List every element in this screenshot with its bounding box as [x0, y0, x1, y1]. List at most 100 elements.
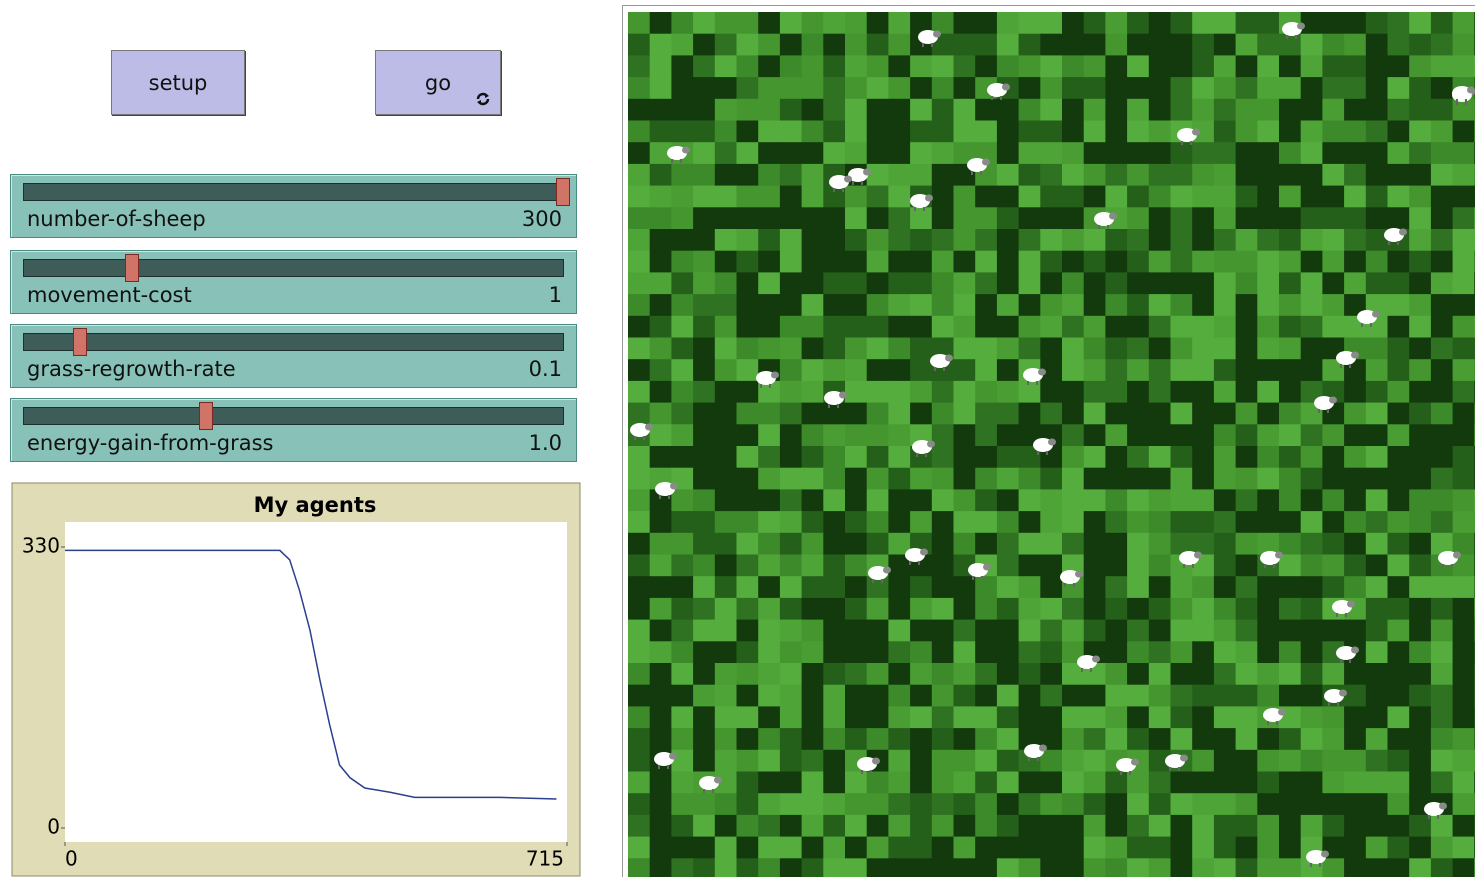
patch [932, 489, 954, 511]
patch [932, 55, 954, 77]
patch [845, 533, 867, 555]
patch [997, 641, 1019, 663]
sheep-head [933, 31, 941, 38]
patch [932, 468, 954, 490]
patch [932, 555, 954, 577]
patch [1149, 207, 1171, 229]
patch [1366, 533, 1388, 555]
patch [737, 815, 759, 837]
patch [997, 620, 1019, 642]
patch [650, 663, 672, 685]
patch [1214, 164, 1236, 186]
patch [1388, 641, 1410, 663]
patch [1409, 837, 1431, 859]
patch [1322, 468, 1344, 490]
patch [1322, 815, 1344, 837]
patch [1301, 772, 1323, 794]
patch [715, 99, 737, 121]
patch [1344, 858, 1366, 877]
patch [650, 728, 672, 750]
patch [802, 294, 824, 316]
patch [1084, 468, 1106, 490]
patch [845, 424, 867, 446]
patch [932, 403, 954, 425]
patch [1453, 316, 1475, 338]
patch [867, 381, 889, 403]
patch [888, 815, 910, 837]
patch [1409, 555, 1431, 577]
patch [715, 793, 737, 815]
patch [1388, 815, 1410, 837]
patch [1301, 555, 1323, 577]
sheep-head [1453, 552, 1461, 559]
patch [758, 207, 780, 229]
patch [1084, 12, 1106, 34]
patch [1127, 34, 1149, 56]
sheep-head [983, 564, 991, 571]
patch [780, 316, 802, 338]
patch [628, 489, 650, 511]
patch [1084, 229, 1106, 251]
patch [671, 272, 693, 294]
patch [1388, 772, 1410, 794]
patch [823, 750, 845, 772]
patch [1127, 77, 1149, 99]
patch [1214, 207, 1236, 229]
patch [1344, 55, 1366, 77]
patch [1105, 12, 1127, 34]
patch [802, 272, 824, 294]
patch [671, 294, 693, 316]
patch [758, 489, 780, 511]
patch [1344, 12, 1366, 34]
patch [1409, 728, 1431, 750]
patch [1322, 272, 1344, 294]
x-tick-label: 0 [65, 847, 78, 871]
patch [1127, 381, 1149, 403]
patch [1105, 294, 1127, 316]
patch [1192, 207, 1214, 229]
y-tick-label: 330 [22, 534, 60, 558]
patch [1409, 620, 1431, 642]
patch [1105, 641, 1127, 663]
patch [1453, 207, 1475, 229]
patch [802, 533, 824, 555]
patch [802, 468, 824, 490]
patch [1149, 468, 1171, 490]
patch [845, 186, 867, 208]
patch [975, 381, 997, 403]
patch [737, 837, 759, 859]
patch [1040, 403, 1062, 425]
patch [1040, 186, 1062, 208]
patch [823, 316, 845, 338]
patch [650, 338, 672, 360]
patch [1084, 186, 1106, 208]
patch [1431, 316, 1453, 338]
patch [693, 663, 715, 685]
patch [1257, 294, 1279, 316]
patch [867, 728, 889, 750]
patch [1366, 663, 1388, 685]
sheep-head [1038, 369, 1046, 376]
patch [1344, 251, 1366, 273]
patch [715, 121, 737, 143]
patch [1279, 663, 1301, 685]
patch [975, 207, 997, 229]
patch [1040, 207, 1062, 229]
patch [1062, 728, 1084, 750]
patch [910, 251, 932, 273]
patch [1322, 728, 1344, 750]
patch [1105, 620, 1127, 642]
patch [1192, 858, 1214, 877]
sheep-head [1194, 552, 1202, 559]
patch [910, 207, 932, 229]
patch [1084, 164, 1106, 186]
patch [628, 533, 650, 555]
patch [1431, 815, 1453, 837]
patch [997, 316, 1019, 338]
patch [1279, 555, 1301, 577]
patch [1279, 576, 1301, 598]
patch [932, 207, 954, 229]
patch [1388, 620, 1410, 642]
patch [1019, 837, 1041, 859]
patch [1322, 663, 1344, 685]
